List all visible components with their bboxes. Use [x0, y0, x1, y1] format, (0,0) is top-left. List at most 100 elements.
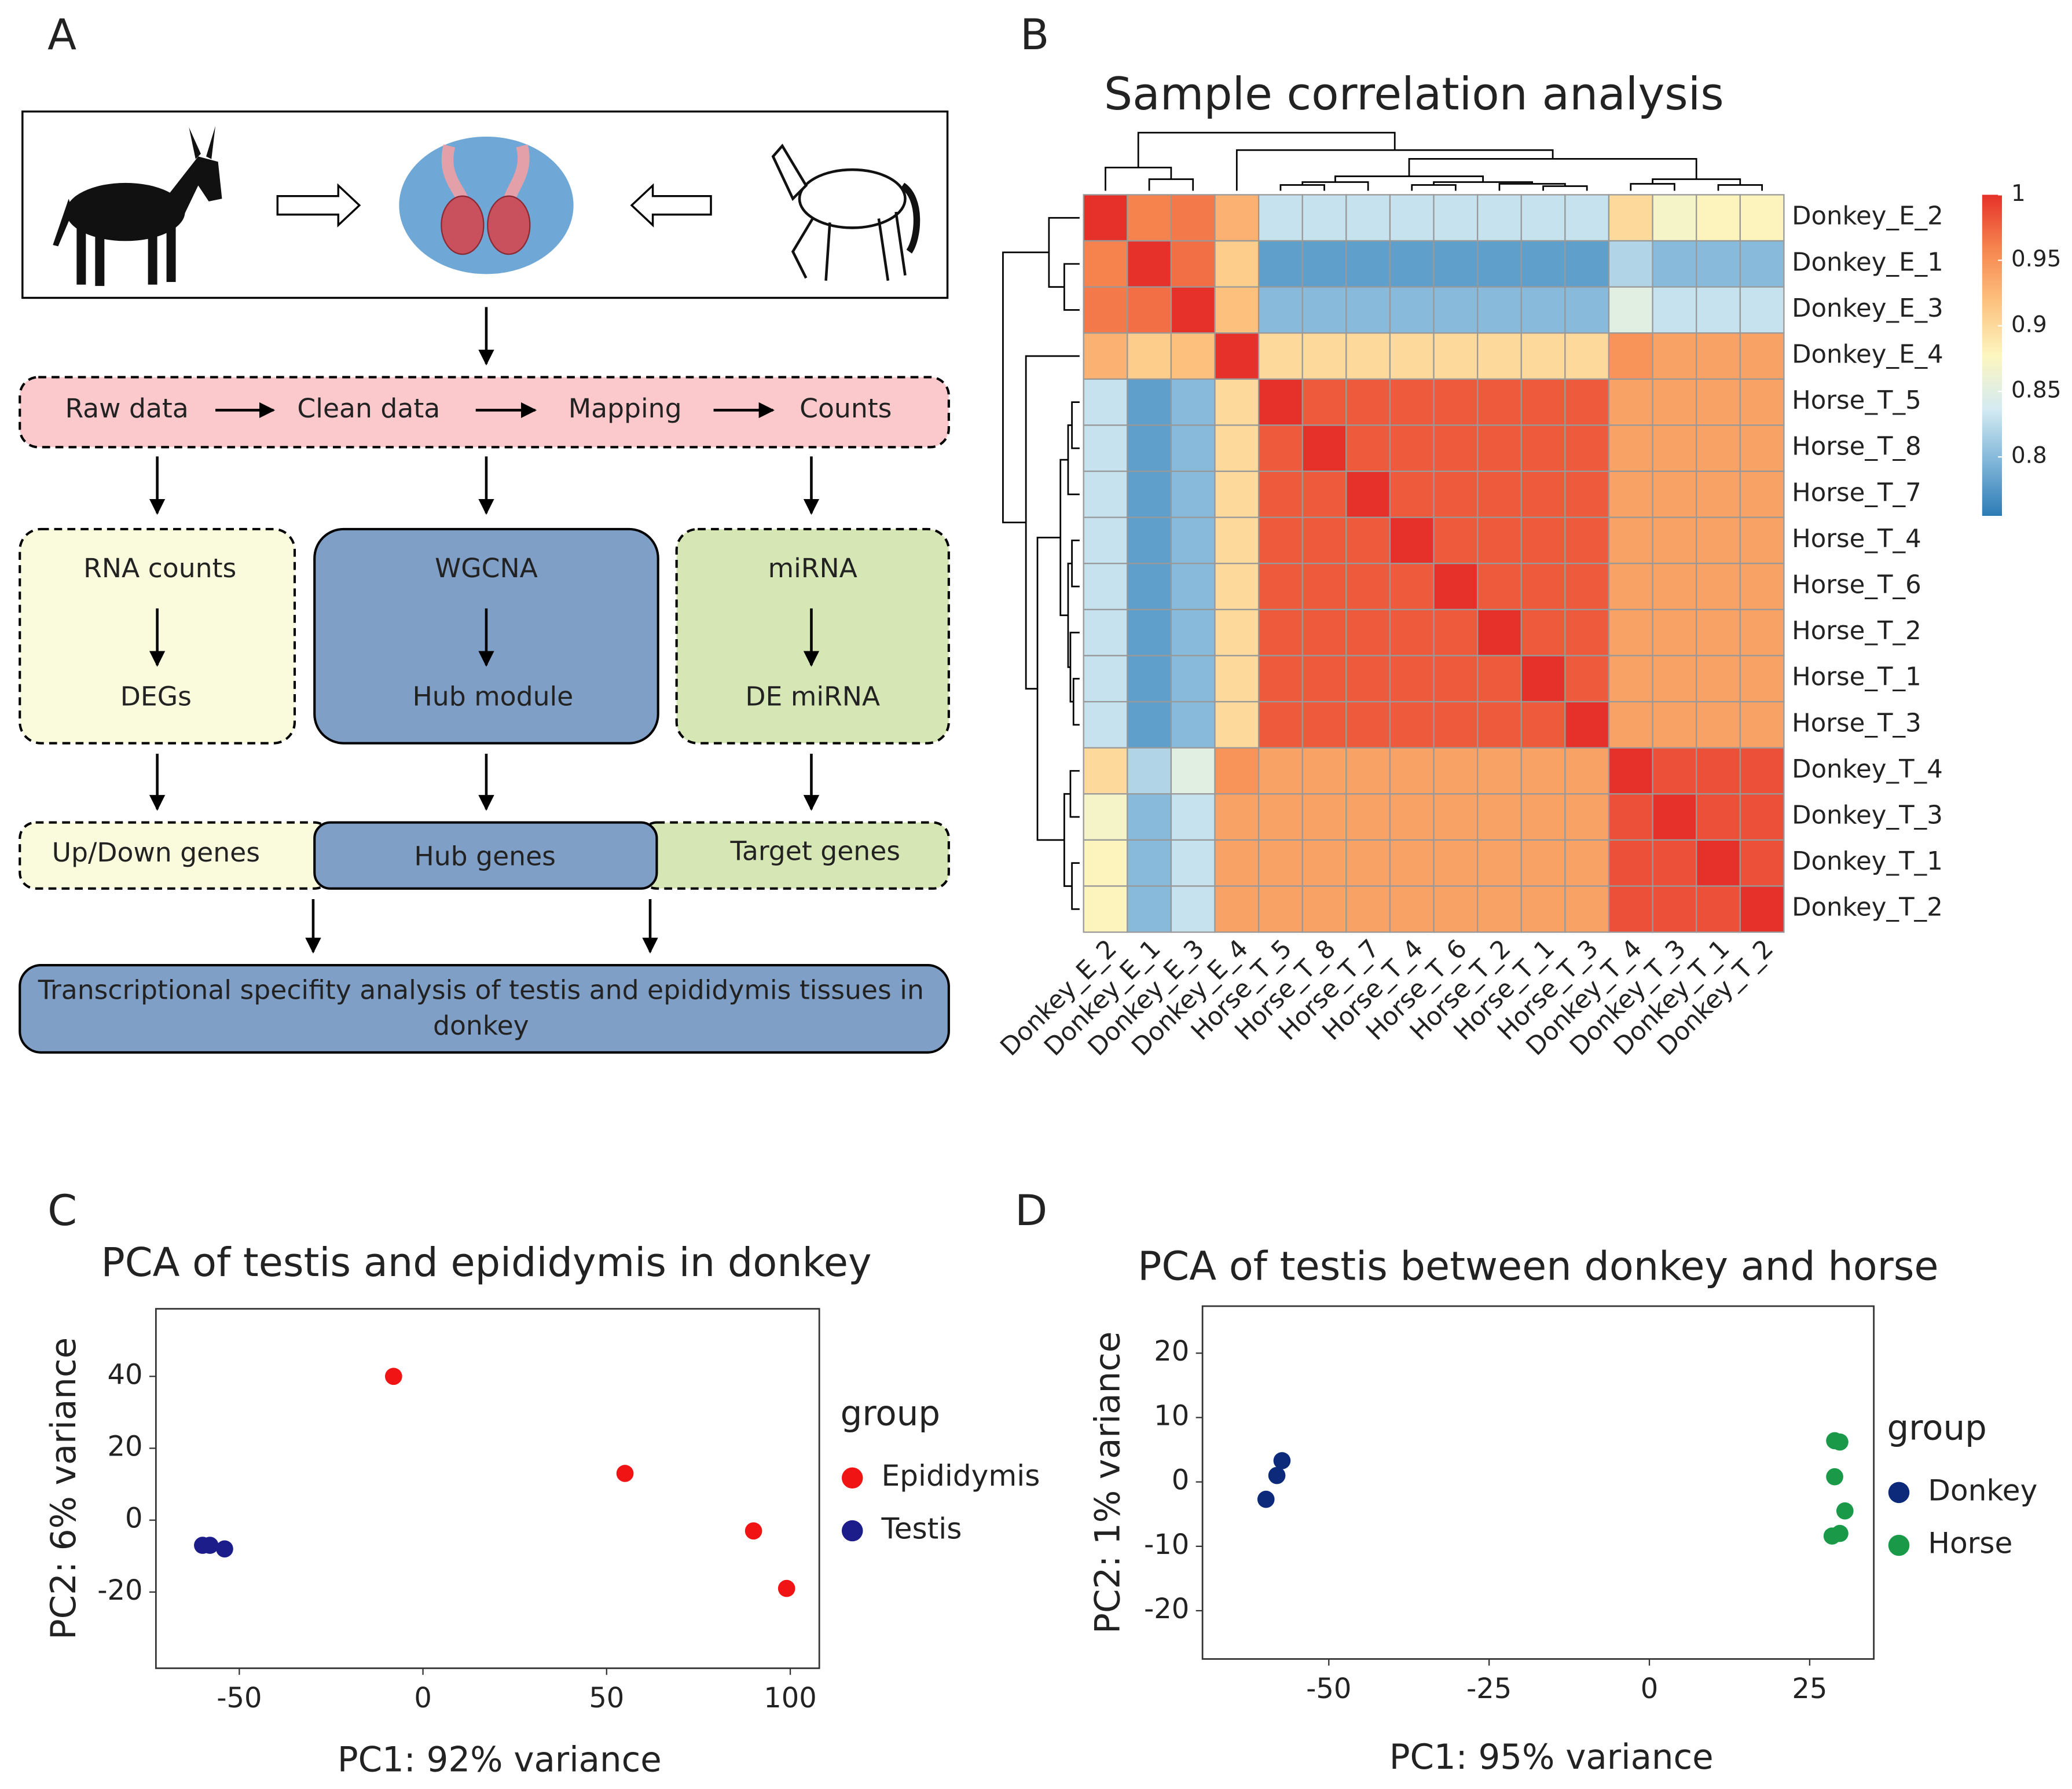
heatmap-cell [1170, 378, 1216, 426]
x-tick-label: 0 [414, 1682, 432, 1714]
result-box [313, 821, 658, 890]
heatmap-cell [1608, 563, 1653, 610]
legend-swatch [841, 1467, 863, 1489]
heatmap-cell [1739, 563, 1785, 610]
heatmap-cell [1389, 470, 1435, 518]
heatmap-cell [1696, 286, 1741, 334]
dendrogram [1137, 131, 1396, 168]
heatmap-cell [1345, 332, 1391, 380]
y-tick-label: 40 [108, 1359, 143, 1391]
heatmap-cell [1257, 516, 1303, 564]
heatmap-cell [1214, 516, 1260, 564]
heatmap-cell [1652, 470, 1697, 518]
heatmap-cell [1520, 194, 1566, 242]
heatmap-cell [1477, 563, 1522, 610]
dendrogram [1542, 185, 1588, 191]
dendrogram [1071, 540, 1080, 588]
horse-icon [771, 144, 921, 281]
heatmap-cell [1389, 516, 1435, 564]
legend-label: Epididymis [881, 1458, 1040, 1493]
heatmap-cell [1127, 793, 1172, 841]
heatmap-cell [1170, 286, 1216, 334]
legend-title: group [841, 1394, 940, 1434]
heatmap-cell [1477, 655, 1522, 703]
heatmap-cell [1083, 747, 1128, 795]
heatmap-cell [1301, 608, 1347, 657]
heatmap-cell [1739, 286, 1785, 334]
heatmap-cell [1345, 378, 1391, 426]
heatmap-cell [1214, 470, 1260, 518]
heatmap-cell [1127, 286, 1172, 334]
heatmap-cell [1127, 240, 1172, 288]
heatmap-cell [1564, 793, 1610, 841]
heatmap-cell [1433, 470, 1479, 518]
heatmap-cell [1608, 286, 1653, 334]
heatmap-cell [1564, 424, 1610, 472]
heatmap-cell [1214, 378, 1260, 426]
heatmap-cell [1608, 839, 1653, 887]
heatmap-cell [1257, 424, 1303, 472]
heatmap-cell [1564, 885, 1610, 933]
heatmap-cell [1739, 194, 1785, 242]
dendrogram [1630, 183, 1675, 191]
colorbar [1982, 195, 2003, 516]
heatmap-cell [1345, 701, 1391, 749]
point [1823, 1527, 1841, 1545]
heatmap-cell [1652, 839, 1697, 887]
heatmap-cell [1564, 240, 1610, 288]
heatmap-cell [1214, 747, 1260, 795]
heatmap-cell [1652, 655, 1697, 703]
heatmap-cell [1652, 516, 1697, 564]
heatmap-cell [1083, 793, 1128, 841]
dendrogram [1072, 677, 1080, 726]
heatmap-cell [1257, 655, 1303, 703]
heatmap-cell [1389, 608, 1435, 657]
heatmap-cell [1520, 240, 1566, 288]
heatmap-cell [1170, 424, 1216, 472]
heatmap-cell [1608, 608, 1653, 657]
heatmap-cell [1257, 747, 1303, 795]
heatmap-cell [1696, 516, 1741, 564]
heatmap-cell [1608, 793, 1653, 841]
heatmap-cell [1477, 608, 1522, 657]
heatmap-cell [1083, 286, 1128, 334]
point [616, 1465, 634, 1482]
heatmap-cell [1477, 885, 1522, 933]
heatmap-cell [1477, 470, 1522, 518]
heatmap-cell [1696, 747, 1741, 795]
heatmap-cell [1564, 378, 1610, 426]
heatmap-cell [1170, 516, 1216, 564]
heatmap-cell [1257, 608, 1303, 657]
heatmap-cell [1520, 655, 1566, 703]
heatmap-cell [1520, 563, 1566, 610]
heatmap-cell [1608, 194, 1653, 242]
heatmap-cell [1520, 332, 1566, 380]
legend-swatch [1888, 1482, 1910, 1504]
heatmap-cell [1477, 839, 1522, 887]
heatmap-cell [1564, 701, 1610, 749]
heatmap-cell [1608, 240, 1653, 288]
heatmap-cell [1214, 701, 1260, 749]
row-label: Donkey_E_2 [1792, 202, 1943, 231]
plot-frame [155, 1308, 820, 1669]
x-tick-label: -50 [1306, 1673, 1351, 1705]
heatmap-cell [1696, 240, 1741, 288]
heatmap-cell [1127, 424, 1172, 472]
pipeline-step: Mapping [569, 393, 682, 424]
heatmap-cell [1083, 424, 1128, 472]
heatmap-cell [1433, 332, 1479, 380]
heatmap-cell [1652, 240, 1697, 288]
heatmap-cell [1214, 286, 1260, 334]
heatmap-cell [1652, 194, 1697, 242]
heatmap-cell [1214, 194, 1260, 242]
y-tick-label: -10 [1144, 1529, 1189, 1561]
heatmap-cell [1739, 747, 1785, 795]
dendrogram [1498, 183, 1566, 191]
branch-label: RNA counts [83, 553, 236, 584]
heatmap-cell [1389, 240, 1435, 288]
panel-label: B [1020, 10, 1049, 60]
heatmap-cell [1608, 332, 1653, 380]
chart-title: PCA of testis and epididymis in donkey [101, 1240, 871, 1286]
conclusion-box [19, 964, 950, 1054]
heatmap-cell [1170, 563, 1216, 610]
